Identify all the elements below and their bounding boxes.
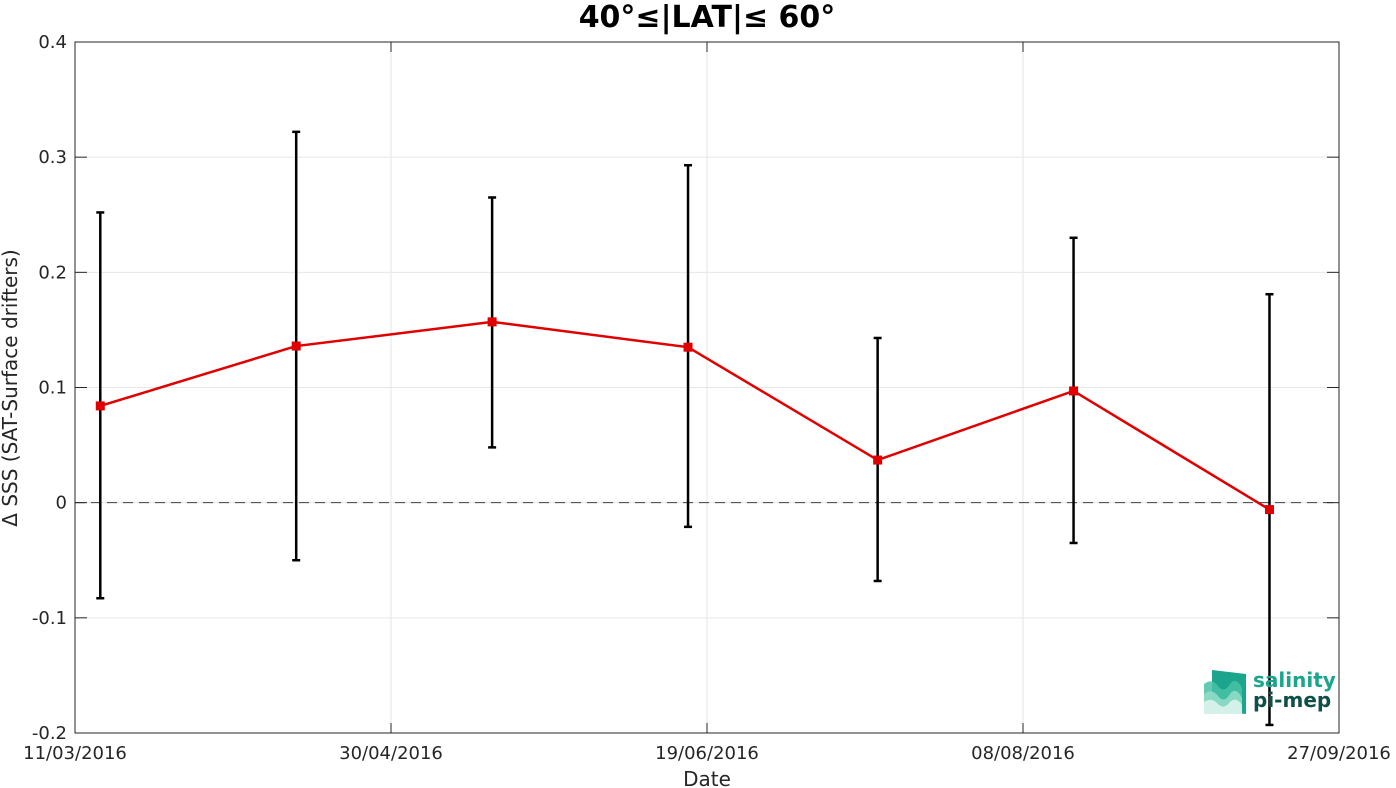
- x-tick-label: 30/04/2016: [339, 743, 443, 764]
- data-point: [291, 341, 301, 351]
- y-tick-label: -0.2: [32, 723, 67, 744]
- data-point: [683, 342, 693, 352]
- y-tick-label: 0.2: [38, 262, 67, 283]
- salinity-pi-mep-logo: salinity pi-mep: [1204, 668, 1336, 714]
- data-point: [873, 455, 883, 465]
- wave-logo-icon: [1204, 670, 1246, 714]
- axis-ticks: [74, 41, 1340, 734]
- y-tick-label: 0.1: [38, 378, 67, 399]
- logo-text-pi-mep: pi-mep: [1253, 688, 1331, 712]
- y-tick-label: 0: [56, 493, 67, 514]
- chart-title: 40°≤|LAT|≤ 60°: [579, 0, 836, 35]
- x-tick-labels: 11/03/2016 30/04/2016 19/06/2016 08/08/2016…: [23, 743, 1391, 764]
- data-point: [95, 401, 105, 411]
- data-point: [1069, 386, 1079, 396]
- y-tick-label: -0.1: [32, 608, 67, 629]
- data-point: [1264, 505, 1274, 515]
- y-tick-label: 0.4: [38, 32, 67, 53]
- x-axis-title: Date: [683, 767, 731, 788]
- x-tick-label: 11/03/2016: [23, 743, 127, 764]
- x-tick-label: 19/06/2016: [655, 743, 759, 764]
- logo-text-salinity: salinity: [1253, 668, 1336, 692]
- y-tick-label: 0.3: [38, 147, 67, 168]
- y-axis-title: Δ SSS (SAT-Surface drifters): [0, 249, 22, 526]
- y-tick-labels: -0.2 -0.1 0 0.1 0.2 0.3 0.4: [32, 32, 67, 744]
- data-point: [487, 317, 497, 327]
- x-tick-label: 08/08/2016: [971, 743, 1075, 764]
- data-markers: [95, 317, 1274, 515]
- x-tick-label: 27/09/2016: [1287, 743, 1391, 764]
